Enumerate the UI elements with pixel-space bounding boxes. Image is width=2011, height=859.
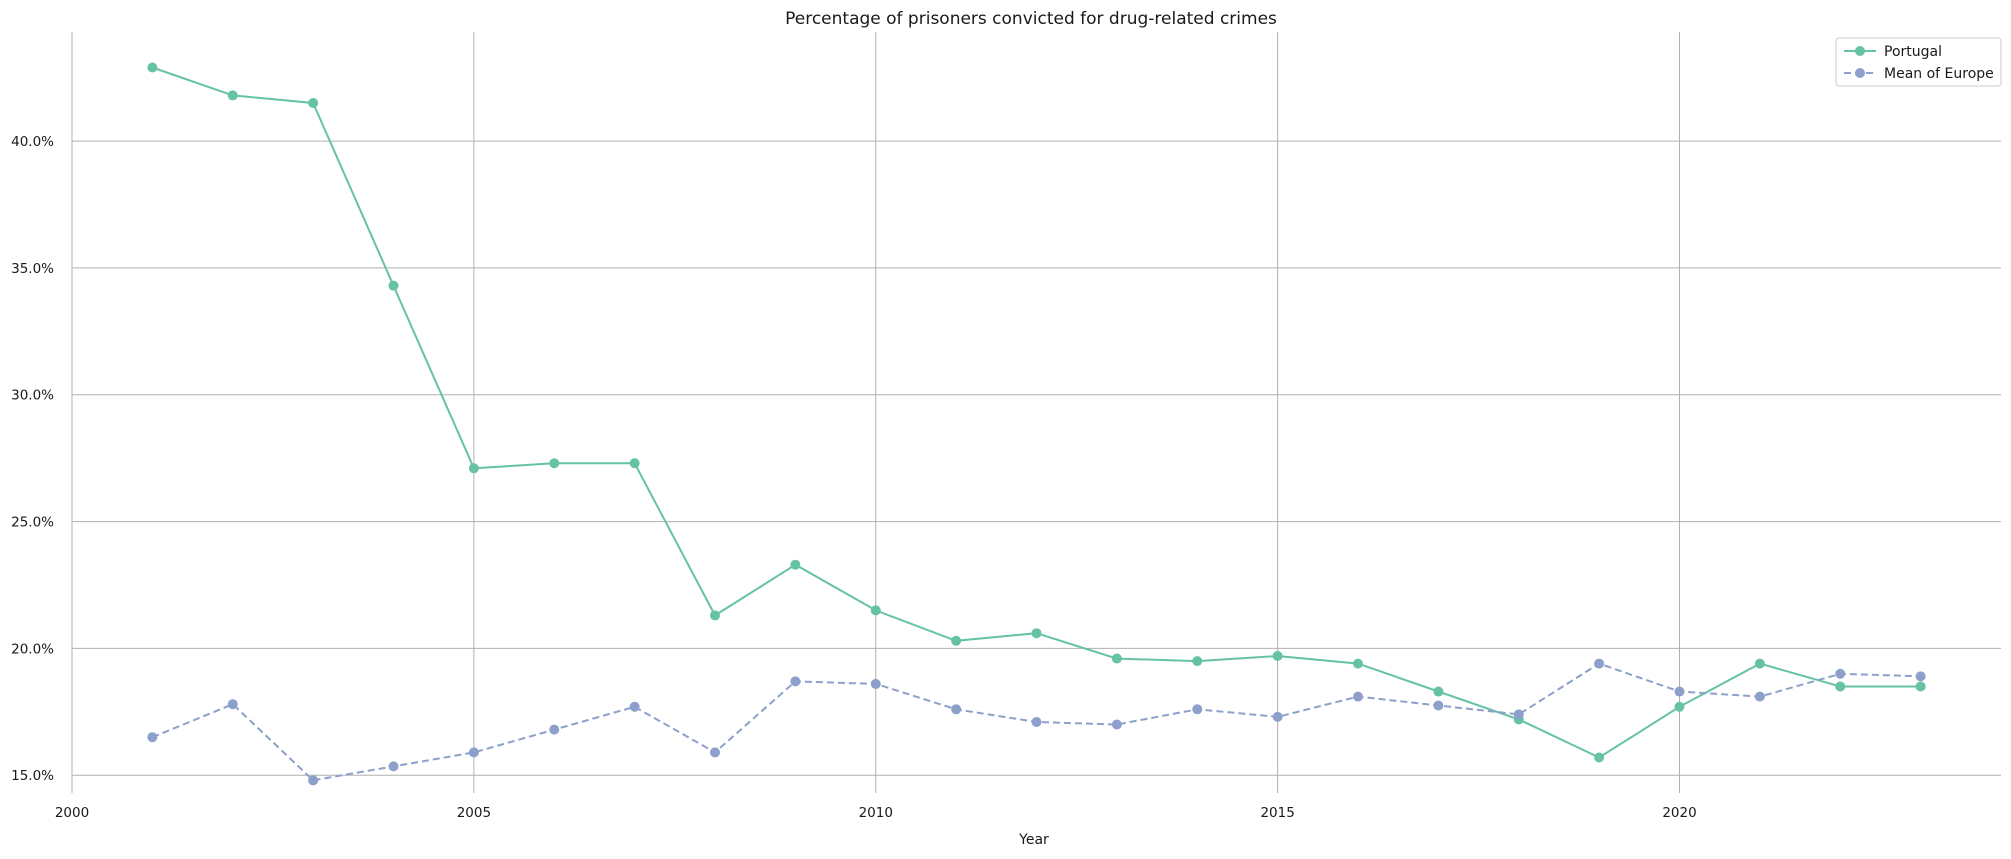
data-point [549,724,560,735]
data-point [1594,752,1605,763]
data-point [870,678,881,689]
data-point [308,98,319,109]
legend-box [1835,37,2002,87]
data-point [1513,709,1524,720]
data-point [1353,658,1363,669]
x-axis-label: Year [1018,832,1049,848]
data-point [870,605,881,616]
data-point [1031,716,1042,727]
data-point [1915,671,1926,682]
data-point [147,62,158,73]
y-axis-ticks: 15.0% 20.0% 25.0% 30.0% 35.0% 40.0% [11,134,54,784]
data-point [1674,701,1685,712]
x-tick-label: 2020 [1662,805,1696,821]
y-tick-label: 40.0% [11,134,54,150]
legend-label: Portugal [1884,44,1942,60]
data-point [1433,686,1444,697]
data-point [951,704,962,715]
data-point [468,747,479,758]
data-point [388,761,399,772]
data-point [1754,658,1765,669]
legend-item: Portugal [1844,44,1942,60]
data-point [1594,658,1605,669]
data-point [468,463,479,474]
data-point [1835,668,1846,679]
series-portugal [147,62,1926,763]
x-tick-label: 2000 [55,805,89,821]
data-point [710,610,720,621]
data-point [227,699,238,710]
data-point [1433,700,1444,711]
data-point [1835,681,1846,692]
data-point [1353,691,1363,702]
data-point [1674,686,1685,697]
data-point [951,635,962,646]
data-point [1915,681,1926,692]
legend-marker [1855,46,1865,56]
data-point [710,747,720,758]
data-point [1192,656,1203,667]
legend-marker [1855,68,1865,78]
y-tick-label: 35.0% [11,261,54,277]
data-point [1111,653,1122,664]
data-point [1272,711,1283,722]
x-tick-label: 2005 [457,805,491,821]
series-line [152,66,1921,759]
data-point [308,775,319,786]
y-tick-label: 20.0% [11,641,54,657]
y-tick-label: 30.0% [11,388,54,404]
x-tick-label: 2015 [1260,805,1294,821]
data-point [629,458,640,469]
data-point [1111,719,1122,730]
data-point [227,90,238,101]
legend-item: Mean of Europe [1844,66,1994,82]
data-point [1031,628,1042,639]
data-point [549,458,560,469]
legend-label: Mean of Europe [1884,66,1994,82]
x-axis-ticks: 2000 2005 2010 2015 2020 [55,805,1697,821]
data-point [790,559,801,570]
data-point [1754,691,1765,702]
data-point [388,280,399,291]
series-mean-of-europe [147,658,1926,786]
data-point [1192,704,1203,715]
data-point [1272,651,1283,662]
data-point [629,701,640,712]
series-lines [147,62,1926,786]
legend: Portugal Mean of Europe [1835,37,2002,87]
chart-title: Percentage of prisoners convicted for dr… [785,9,1277,29]
data-point [790,676,801,687]
x-tick-label: 2010 [859,805,893,821]
y-tick-label: 15.0% [11,768,54,784]
data-point [147,732,158,743]
y-tick-label: 25.0% [11,515,54,531]
grid [71,32,2001,793]
